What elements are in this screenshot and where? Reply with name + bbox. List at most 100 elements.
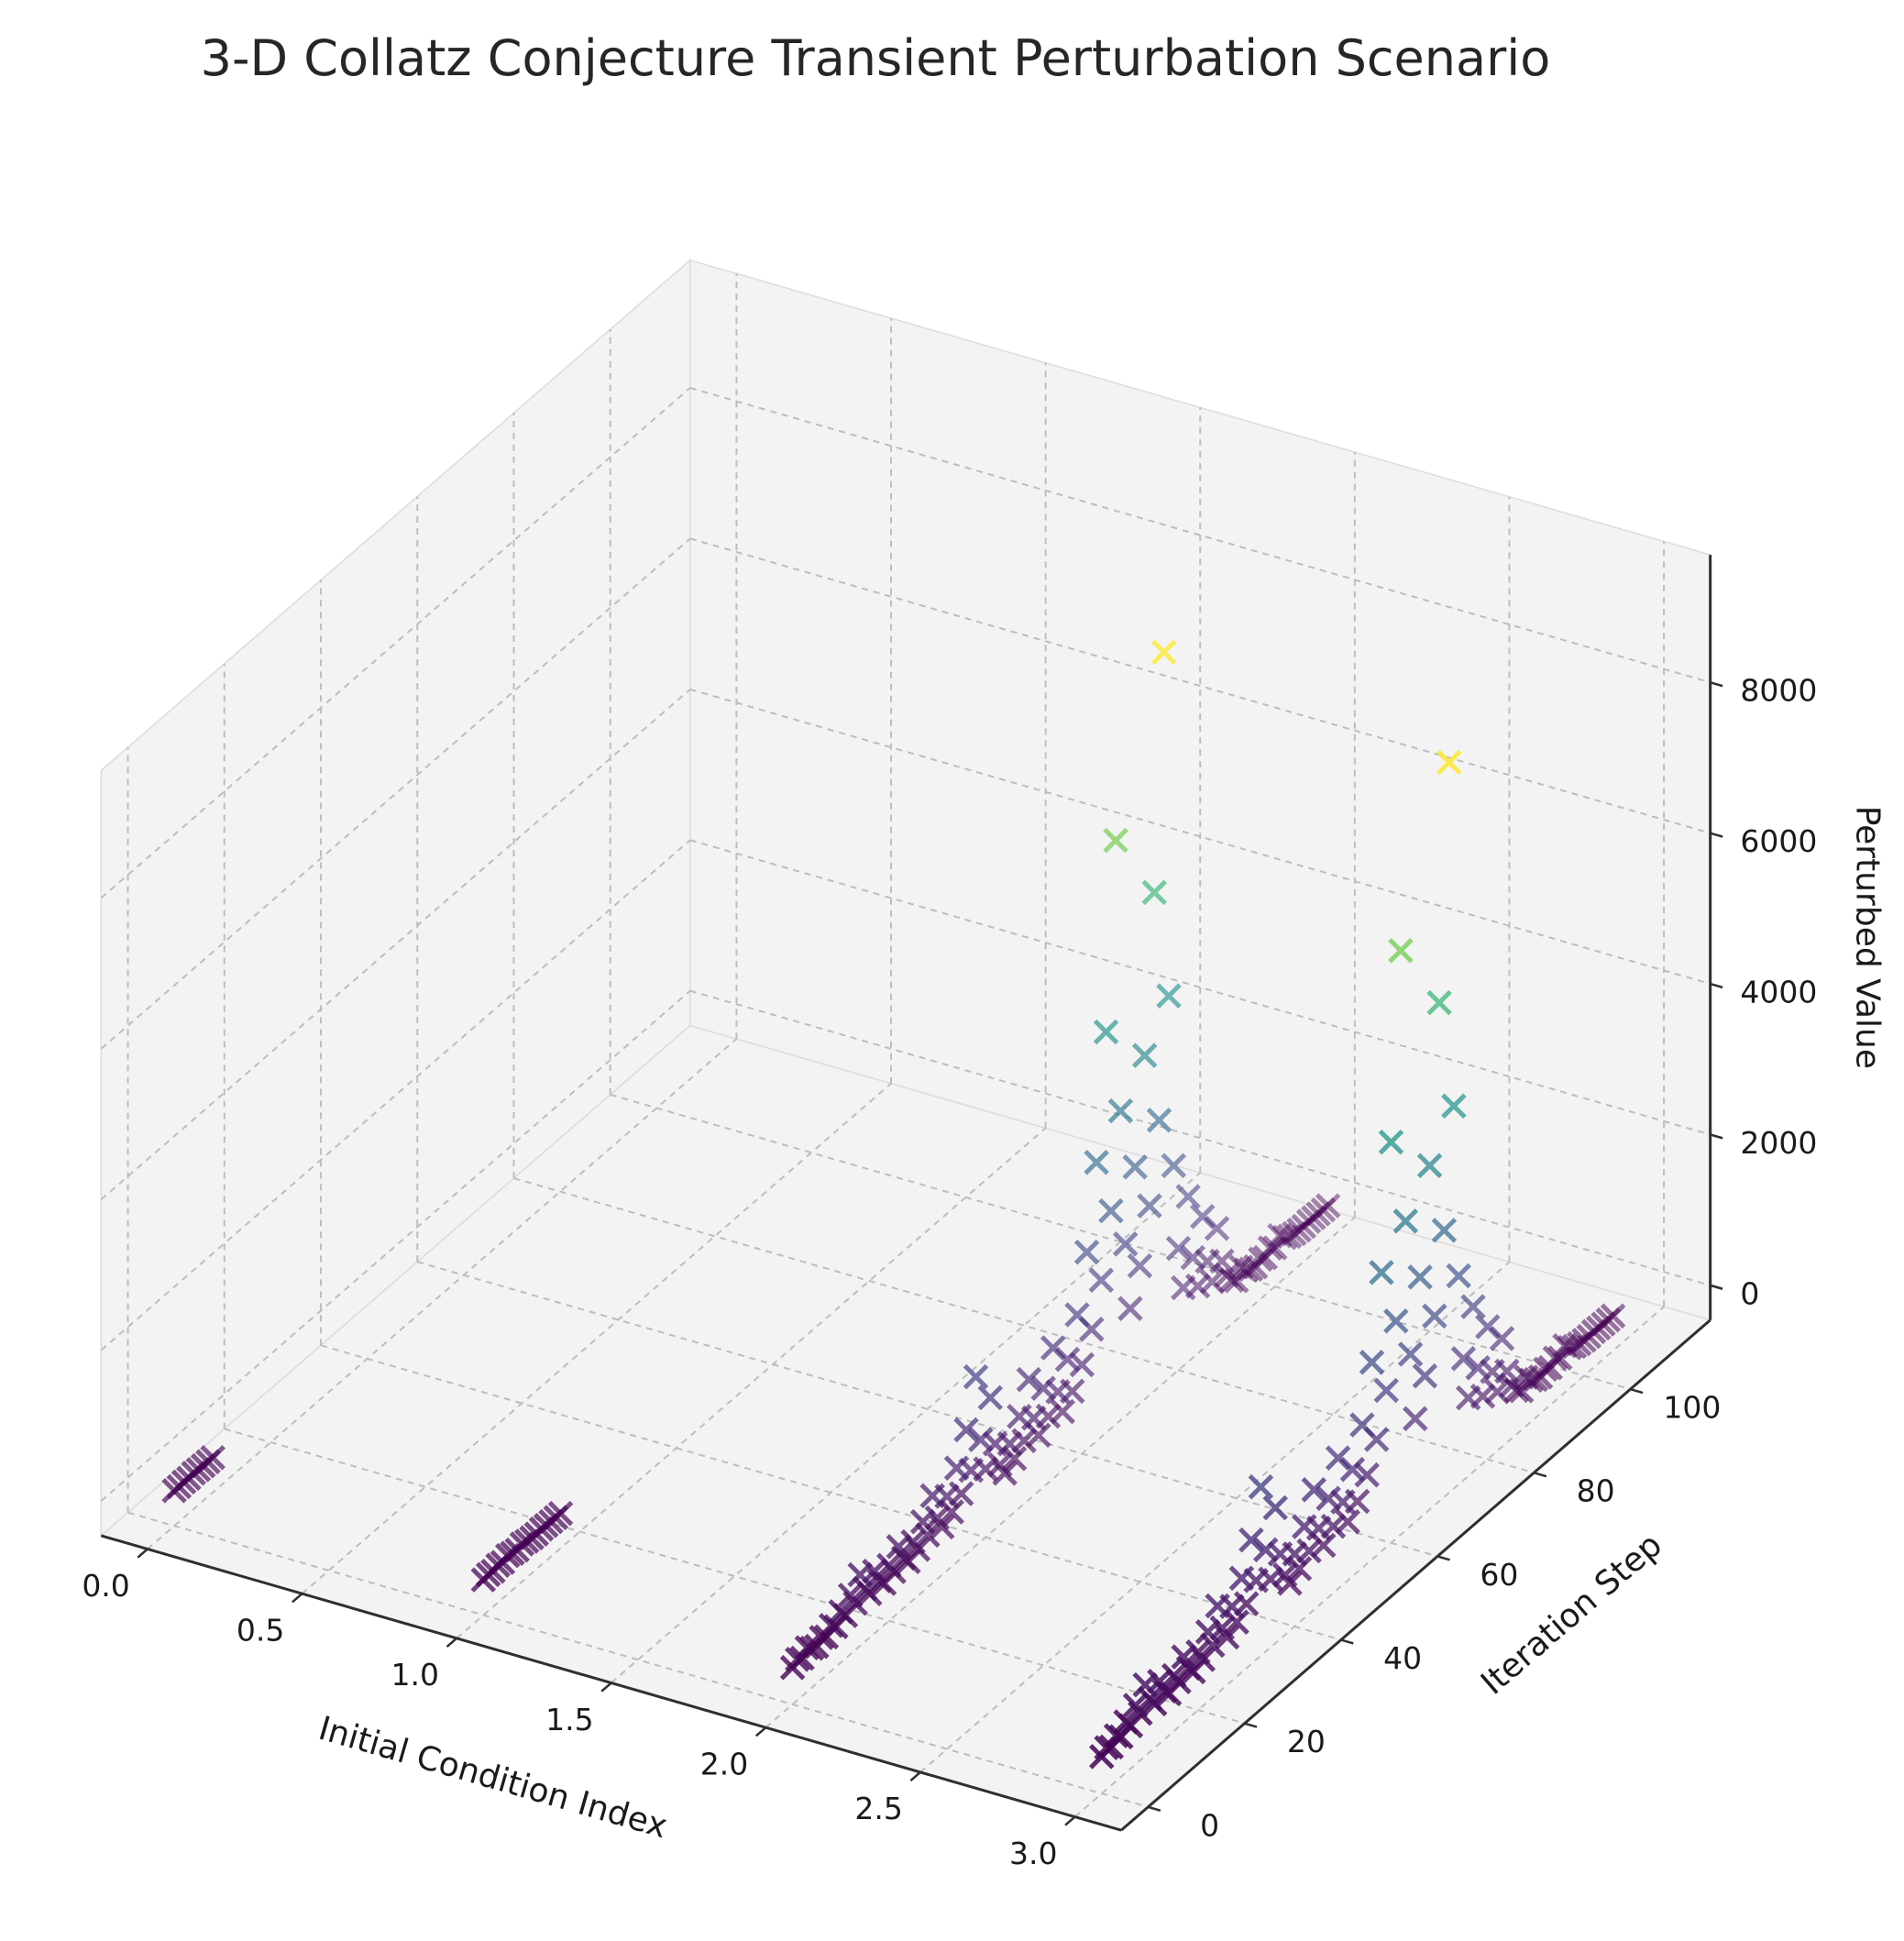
scatter-point — [1093, 1019, 1119, 1045]
y-tick-mark — [1533, 1472, 1547, 1478]
z-tick-mark — [1710, 982, 1723, 989]
y-tick-mark — [1148, 1805, 1161, 1812]
scatter-point — [1180, 1244, 1206, 1271]
z-tick-mark — [1710, 1284, 1723, 1290]
scatter-point — [1354, 1461, 1380, 1488]
scatter-point — [1190, 1204, 1216, 1230]
scatter-point — [1088, 1267, 1115, 1294]
z-grid-line — [100, 537, 691, 1050]
scatter-point — [837, 1583, 864, 1608]
x-grid-line — [611, 1172, 1201, 1684]
scatter-point — [1359, 1350, 1385, 1375]
scatter-point — [1016, 1366, 1042, 1393]
scatter-point — [876, 1552, 902, 1579]
scatter-point — [1040, 1335, 1066, 1361]
scatter-point — [1407, 1264, 1433, 1290]
scatter-point — [1098, 1197, 1124, 1224]
chart-title: 3-D Collatz Conjecture Transient Perturb… — [200, 29, 1551, 87]
x-tick-label: 1.0 — [391, 1657, 439, 1693]
scatter-point — [1161, 1152, 1187, 1179]
z-tick-label: 0 — [1740, 1275, 1759, 1311]
scatter-point — [987, 1451, 1013, 1478]
scatter-point — [1282, 1220, 1307, 1247]
scatter-point — [1030, 1375, 1056, 1401]
scatter-point — [1330, 1489, 1356, 1515]
scatter-point — [1238, 1527, 1264, 1553]
scatter-point — [847, 1561, 873, 1588]
scatter-point — [1412, 1362, 1438, 1389]
y-tick-mark — [1436, 1555, 1450, 1561]
scatter-point — [1499, 1373, 1524, 1398]
z-grid-line — [100, 989, 691, 1502]
z-tick-label: 4000 — [1740, 975, 1817, 1010]
z-grid-line — [689, 537, 1711, 834]
scatter-point — [1161, 1662, 1187, 1689]
x-tick-label: 0.0 — [82, 1568, 129, 1604]
scatter-point — [470, 1567, 497, 1593]
scatter-point — [1171, 1644, 1196, 1670]
scatter-point — [943, 1455, 970, 1481]
scatter-point — [1205, 1593, 1230, 1619]
scatter-point — [1089, 1744, 1115, 1770]
scatter-point — [1113, 1709, 1139, 1735]
scatter-point — [1200, 1632, 1226, 1659]
y-tick-mark — [1340, 1638, 1354, 1645]
scatter-point — [1276, 1223, 1303, 1250]
scatter-point — [1436, 749, 1462, 776]
scatter-point — [1310, 1197, 1337, 1223]
scatter-point — [1150, 639, 1177, 666]
scatter-point — [1369, 1260, 1394, 1285]
scatter-point — [1209, 1615, 1236, 1641]
y-grid-line — [416, 1261, 1438, 1558]
x-tick-label: 0.5 — [237, 1612, 284, 1648]
x-tick-label: 1.5 — [545, 1702, 593, 1737]
scatter-point — [1112, 1231, 1139, 1257]
scatter-point — [1194, 1248, 1220, 1274]
scatter-point — [977, 1384, 1004, 1411]
scatter-point — [1214, 1263, 1239, 1288]
scatter-point — [1228, 1565, 1255, 1592]
scatter-point — [1267, 1541, 1293, 1567]
scatter-point — [1305, 1201, 1331, 1227]
scatter-point — [1480, 1359, 1505, 1384]
scatter-point — [1426, 989, 1452, 1016]
scatter-point — [1286, 1556, 1313, 1582]
scatter-point — [828, 1599, 853, 1625]
scatter-point — [1257, 1235, 1283, 1261]
y-tick-label: 40 — [1383, 1640, 1422, 1676]
scatter-point — [1272, 1562, 1298, 1588]
scatter-point — [1107, 1097, 1134, 1124]
z-axis-label: Perturbed Value — [1849, 806, 1887, 1069]
x-axis-label: Initial Condition Index — [314, 1710, 671, 1846]
scatter-point — [1248, 1473, 1274, 1500]
scatter-point — [1455, 1384, 1481, 1411]
y-tick-mark — [1630, 1387, 1644, 1395]
scatter-point — [1315, 1193, 1341, 1219]
x-tick-label: 2.5 — [854, 1791, 902, 1826]
scatter-point — [1045, 1379, 1071, 1405]
y-axis-label: Iteration Step — [1474, 1527, 1669, 1703]
scatter-point — [1460, 1294, 1486, 1319]
scatter-point — [924, 1505, 951, 1531]
scatter-point — [1446, 1263, 1471, 1289]
scatter-point — [852, 1576, 878, 1602]
scatter-point — [1349, 1412, 1375, 1438]
scatter-point — [1295, 1208, 1322, 1234]
z-tick-label: 6000 — [1740, 823, 1817, 859]
z-grid-line — [689, 989, 1711, 1286]
scatter-point — [1262, 1494, 1288, 1521]
scatter-point — [968, 1427, 994, 1452]
z-grid-line — [689, 688, 1711, 986]
scatter-point — [1373, 1377, 1400, 1404]
scatter-point — [1069, 1351, 1095, 1378]
z-grid-line — [100, 387, 691, 899]
scatter-point — [1001, 1446, 1028, 1472]
y-grid-line — [320, 1344, 1342, 1641]
z-grid-line — [689, 839, 1711, 1136]
scatter-point — [1475, 1314, 1501, 1340]
x-grid-line — [301, 1083, 892, 1594]
scatter-point — [1171, 1274, 1196, 1301]
scatter-point — [1383, 1308, 1409, 1334]
scatter-point — [900, 1528, 926, 1555]
